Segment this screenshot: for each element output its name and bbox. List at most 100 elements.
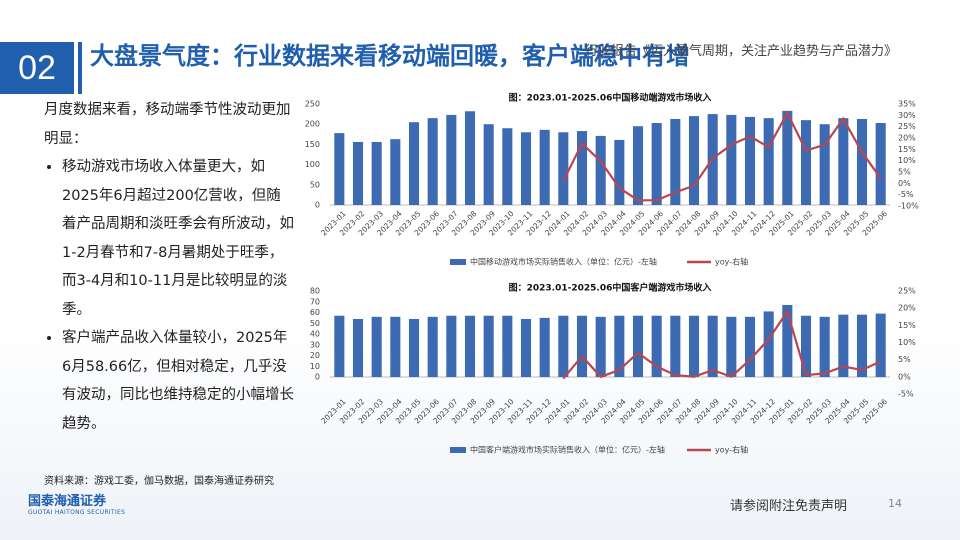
y2-tick-label: 0%	[898, 179, 911, 188]
slide-title: 大盘景气度：行业数据来看移动端回暖，客户端稳中有增	[90, 42, 690, 70]
report-name: 行业报告《迈入景气周期，关注产业趋势与产品潜力》	[585, 44, 898, 59]
bar	[838, 314, 849, 377]
yoy-line	[562, 110, 882, 202]
bar	[539, 129, 550, 205]
bar	[800, 120, 812, 205]
bar	[334, 315, 345, 377]
chart-title: 图：2023.01-2025.06中国移动端游戏市场收入	[509, 92, 712, 104]
bar	[576, 315, 588, 377]
bar	[782, 110, 793, 205]
legend-swatch	[450, 259, 466, 265]
bar	[763, 118, 774, 205]
bar	[371, 316, 382, 377]
bar	[483, 315, 494, 377]
bar	[670, 315, 681, 377]
bar	[651, 122, 662, 205]
y2-tick-label: 20%	[898, 304, 916, 313]
bar	[464, 111, 476, 205]
bar	[464, 315, 476, 377]
bar	[446, 315, 457, 377]
intro: 月度数据来看，移动端季节性波动更加明显：	[44, 102, 291, 147]
bar	[632, 126, 644, 205]
y2-tick-label: 5%	[898, 355, 911, 364]
bar	[726, 316, 737, 377]
bar	[427, 118, 438, 205]
source: 资料来源：游戏工委，伽马数据，国泰海通证券研究	[44, 476, 274, 487]
logo-name: 国泰海通证券	[28, 494, 107, 509]
bar	[539, 317, 550, 377]
y2-tick-label: 15%	[898, 145, 916, 154]
bar	[819, 316, 830, 377]
bar	[520, 318, 532, 377]
bar	[744, 116, 756, 205]
y2-tick-label: -5%	[898, 190, 914, 199]
y-tick-label: 100	[305, 160, 320, 169]
legend-label: yoy-右轴	[715, 445, 748, 455]
y-tick-label: 80	[310, 287, 320, 296]
bar	[558, 315, 569, 377]
bar	[614, 139, 625, 205]
bullet: 客户端产品收入体量较小，2025年6月58.66亿，但相对稳定，几乎没有波动，同…	[62, 324, 294, 438]
bar	[670, 118, 681, 205]
legend-swatch	[450, 447, 466, 453]
bar	[782, 304, 793, 377]
y-tick-label: 70	[310, 297, 320, 306]
y2-tick-label: -10%	[898, 202, 919, 211]
yoy-line	[562, 309, 882, 380]
logo-english: GUOTAI HAITONG SECURITIES	[28, 509, 126, 516]
bar	[371, 141, 382, 205]
bar	[688, 116, 700, 205]
bar	[408, 318, 420, 377]
bar	[483, 124, 494, 205]
bar	[856, 118, 868, 205]
bar	[800, 315, 812, 377]
bullet: 移动游戏市场收入体量更大，如2025年6月超过200亿营收，但随着产品周期和淡旺…	[62, 153, 294, 324]
bar	[651, 315, 662, 377]
logo: 国泰海通证券 GUOTAI HAITONG SECURITIES	[28, 490, 125, 516]
bar	[502, 128, 513, 205]
y-tick-label: 60	[310, 308, 320, 317]
y-tick-label: 50	[310, 319, 320, 328]
disclaimer: 请参阅附注免责声明	[730, 499, 848, 514]
y-tick-label: 20	[310, 351, 320, 360]
y-tick-label: 50	[310, 180, 320, 189]
bar	[838, 118, 849, 205]
y2-tick-label: 10%	[898, 156, 916, 165]
body-text: 月度数据来看，移动端季节性波动更加明显： 移动游戏市场收入体量更大，如2025年…	[44, 96, 294, 438]
y2-tick-label: 5%	[898, 168, 911, 177]
y-tick-label: 10	[310, 362, 320, 371]
y2-tick-label: 15%	[898, 321, 916, 330]
y2-tick-label: 25%	[898, 122, 916, 131]
bar	[390, 316, 401, 377]
y2-tick-label: -5%	[898, 390, 914, 399]
y-tick-label: 250	[305, 100, 320, 109]
bar	[763, 311, 774, 377]
bar	[595, 316, 606, 377]
y-tick-label: 0	[315, 373, 320, 382]
y2-tick-label: 25%	[898, 287, 916, 296]
bar	[688, 315, 700, 377]
bar	[875, 313, 886, 377]
page-number: 14	[888, 497, 902, 510]
chart-title: 图：2023.01-2025.06中国客户端游戏市场收入	[509, 282, 712, 294]
bar	[875, 122, 886, 205]
y2-tick-label: 35%	[898, 100, 916, 109]
legend-label: 中国移动游戏市场实际销售收入（单位：亿元）-左轴	[470, 257, 657, 267]
y-tick-label: 30	[310, 340, 320, 349]
bar	[819, 124, 830, 205]
bullet-list: 移动游戏市场收入体量更大，如2025年6月超过200亿营收，但随着产品周期和淡旺…	[44, 153, 294, 438]
divider	[78, 42, 82, 94]
bar	[744, 316, 756, 377]
bar	[520, 132, 532, 205]
bar	[726, 114, 737, 205]
y-tick-label: 0	[315, 201, 320, 210]
bar	[502, 315, 513, 377]
legend-label: yoy-右轴	[715, 257, 748, 267]
y2-tick-label: 0%	[898, 372, 911, 381]
bar	[707, 315, 718, 377]
bar	[352, 318, 364, 377]
bar	[632, 315, 644, 377]
bar	[390, 139, 401, 205]
